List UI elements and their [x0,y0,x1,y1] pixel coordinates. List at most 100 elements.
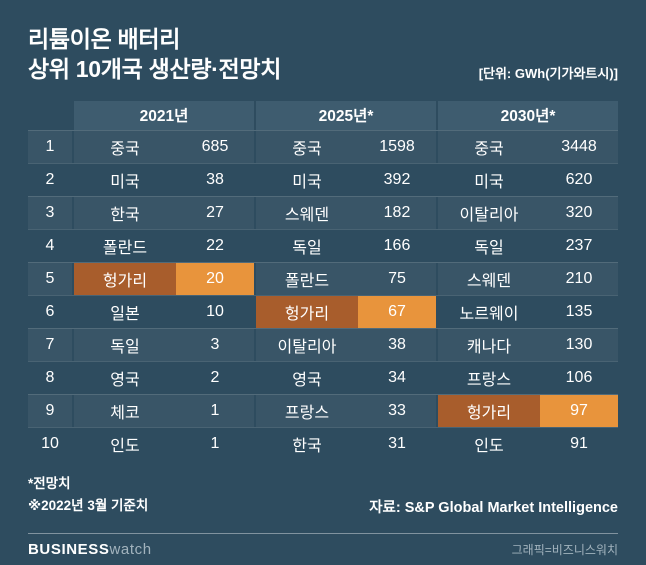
column-divider [254,196,256,229]
column-divider [436,295,438,328]
country-cell: 일본 [110,305,140,323]
country-cell: 이탈리아 [459,206,519,224]
rank-cell: 6 [45,302,55,320]
title-line-1: 리튬이온 배터리 [28,26,181,52]
column-divider [436,196,438,229]
column-divider [254,328,256,361]
year-header-2021: 2021년 [74,100,254,130]
page-title: 리튬이온 배터리 상위 10개국 생산량·전망치 [28,24,281,85]
footer-bar: BUSINESSwatch 그래픽=비즈니스워치 [28,533,618,565]
logo-watch: watch [109,541,152,558]
country-cell: 독일 [110,338,140,356]
country-cell: 스웨덴 [466,272,512,290]
value-cell: 130 [565,335,593,353]
column-divider [254,427,256,460]
value-cell: 320 [565,203,593,221]
country-cell: 독일 [474,239,504,257]
country-cell: 독일 [292,239,322,257]
table-header-row: 2021년 2025년* 2030년* [28,100,618,130]
column-divider [436,100,438,130]
ranking-table: 2021년 2025년* 2030년* 1 중국 685 중국 1598 중국 … [28,100,618,460]
businesswatch-logo: BUSINESSwatch [28,541,152,558]
country-cell: 폴란드 [102,239,148,257]
value-cell: 210 [565,269,593,287]
country-cell: 한국 [110,206,140,224]
country-cell: 미국 [292,173,322,191]
rank-cell: 2 [45,170,55,188]
value-cell: 1 [210,434,220,452]
value-cell: 2 [210,368,220,386]
value-cell: 685 [201,137,229,155]
table-row: 10 인도 1 한국 31 인도 91 [28,426,618,460]
column-divider [254,229,256,262]
rank-column-header [28,101,72,130]
unit-label: [단위: GWh(기가와트시)] [478,65,618,81]
column-divider [254,295,256,328]
rank-cell: 7 [45,335,55,353]
table-row: 9 체코 1 프랑스 33 헝가리 97 [28,393,618,427]
country-cell: 헝가리 [74,262,176,295]
value-cell: 237 [565,236,593,254]
value-cell: 3448 [561,137,597,155]
table-row: 1 중국 685 중국 1598 중국 3448 [28,129,618,163]
column-divider [72,100,74,130]
country-cell: 영국 [292,371,322,389]
column-divider [436,262,438,295]
column-divider [436,361,438,394]
country-cell: 인도 [474,437,504,455]
rank-cell: 1 [45,137,55,155]
table-row: 3 한국 27 스웨덴 182 이탈리아 320 [28,195,618,229]
value-cell: 33 [388,401,406,419]
value-cell: 20 [176,262,254,295]
table-row: 2 미국 38 미국 392 미국 620 [28,162,618,196]
column-divider [72,196,74,229]
country-cell: 미국 [474,173,504,191]
rank-cell: 3 [45,203,55,221]
column-divider [436,394,438,427]
column-divider [72,163,74,196]
table-row: 7 독일 3 이탈리아 38 캐나다 130 [28,327,618,361]
country-cell: 캐나다 [466,338,512,356]
country-cell: 인도 [110,437,140,455]
column-divider [436,427,438,460]
country-cell: 영국 [110,371,140,389]
value-cell: 106 [565,368,593,386]
country-cell: 체코 [110,404,140,422]
value-cell: 34 [388,368,406,386]
table-row: 4 폴란드 22 독일 166 독일 237 [28,228,618,262]
column-divider [254,163,256,196]
country-cell: 이탈리아 [277,338,337,356]
country-cell: 중국 [474,140,504,158]
country-cell: 노르웨이 [459,305,519,323]
column-divider [72,394,74,427]
value-cell: 3 [210,335,220,353]
value-cell: 1 [210,401,220,419]
country-cell: 헝가리 [256,295,358,328]
footnote-basis: ※2022년 3월 기준치 [28,497,149,513]
value-cell: 1598 [379,137,415,155]
country-cell: 프랑스 [466,371,512,389]
column-divider [72,361,74,394]
value-cell: 166 [383,236,411,254]
column-divider [254,394,256,427]
value-cell: 10 [206,302,224,320]
rank-cell: 10 [41,434,59,452]
footnote-forecast: *전망치 [28,475,71,491]
column-divider [72,130,74,163]
year-header-2025: 2025년* [256,100,436,130]
column-divider [72,427,74,460]
country-cell: 프랑스 [284,404,330,422]
graphic-credit: 그래픽=비즈니스워치 [511,543,618,557]
country-cell: 중국 [110,140,140,158]
column-divider [72,229,74,262]
column-divider [72,328,74,361]
rank-cell: 9 [45,401,55,419]
table-row: 5 헝가리 20 폴란드 75 스웨덴 210 [28,261,618,295]
column-divider [436,163,438,196]
header: 리튬이온 배터리 상위 10개국 생산량·전망치 [단위: GWh(기가와트시)… [28,24,618,85]
value-cell: 135 [565,302,593,320]
country-cell: 미국 [110,173,140,191]
column-divider [254,100,256,130]
value-cell: 97 [540,394,618,427]
